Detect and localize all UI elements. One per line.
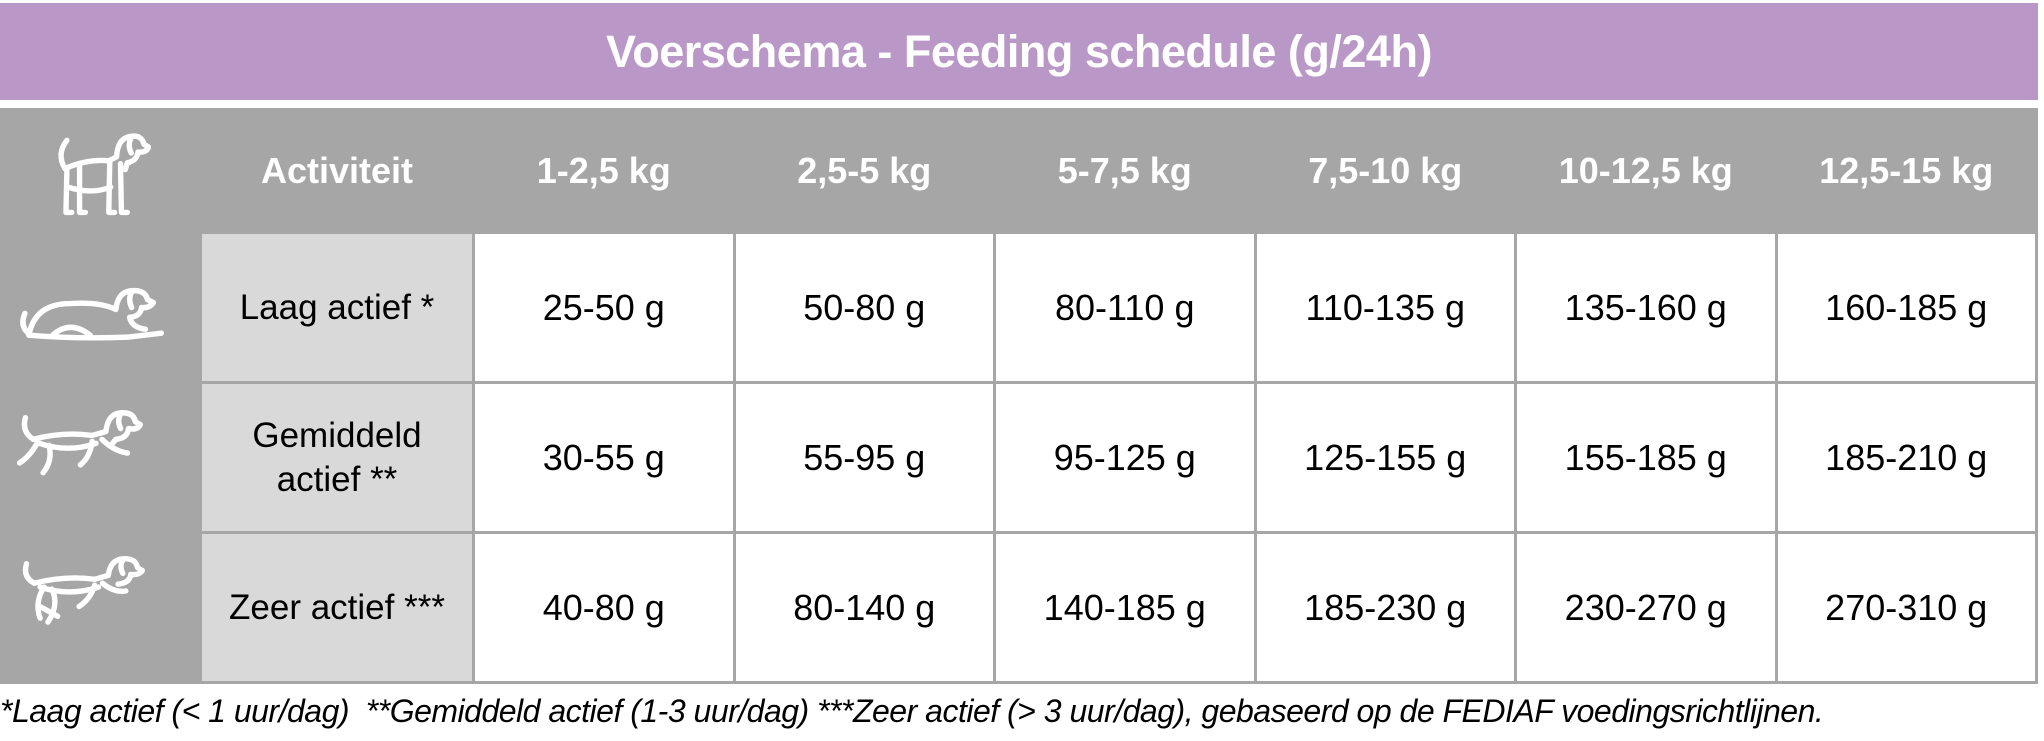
value-cell: 135-160 g (1517, 234, 1775, 381)
value-cell: 80-110 g (996, 234, 1254, 381)
value-cell: 270-310 g (1777, 534, 2035, 681)
value-cell: 30-55 g (475, 384, 733, 531)
lying-dog-icon (20, 287, 164, 341)
feeding-schedule-table: Activiteit 1-2,5 kg 2,5-5 kg 5-7,5 kg 7,… (0, 108, 2038, 684)
weight-header-3: 5-7,5 kg (996, 111, 1254, 231)
weight-header-1: 1-2,5 kg (475, 111, 733, 231)
activity-label: Zeer actief *** (202, 534, 472, 681)
title-bar: Voerschema - Feeding schedule (g/24h) (0, 3, 2038, 100)
value-cell: 125-155 g (1256, 384, 1514, 531)
value-cell: 155-185 g (1517, 384, 1775, 531)
value-cell: 160-185 g (1777, 234, 2035, 381)
value-cell: 185-230 g (1256, 534, 1514, 681)
value-cell: 50-80 g (735, 234, 993, 381)
value-cell: 25-50 g (475, 234, 733, 381)
header-row: Activiteit 1-2,5 kg 2,5-5 kg 5-7,5 kg 7,… (3, 111, 2035, 231)
value-cell: 230-270 g (1517, 534, 1775, 681)
value-cell: 140-185 g (996, 534, 1254, 681)
row-dog-icon-cell (3, 234, 199, 381)
value-cell: 40-80 g (475, 534, 733, 681)
value-cell: 185-210 g (1777, 384, 2035, 531)
activity-column-header: Activiteit (202, 111, 472, 231)
header-dog-icon-cell (3, 111, 199, 231)
table-row-laag-actief: Laag actief * 25-50 g 50-80 g 80-110 g 1… (3, 234, 2035, 381)
weight-header-6: 12,5-15 kg (1777, 111, 2035, 231)
value-cell: 55-95 g (735, 384, 993, 531)
weight-header-4: 7,5-10 kg (1256, 111, 1514, 231)
page-title: Voerschema - Feeding schedule (g/24h) (606, 25, 1432, 77)
value-cell: 110-135 g (1256, 234, 1514, 381)
value-cell: 80-140 g (735, 534, 993, 681)
footnote: *Laag actief (< 1 uur/dag) **Gemiddeld a… (0, 693, 1824, 729)
row-dog-icon-cell (3, 384, 199, 531)
table-row-gemiddeld-actief: Gemiddeld actief ** 30-55 g 55-95 g 95-1… (3, 384, 2035, 531)
weight-header-2: 2,5-5 kg (735, 111, 993, 231)
activity-label: Laag actief * (202, 234, 472, 381)
activity-label: Gemiddeld actief ** (202, 384, 472, 531)
trotting-dog-icon (17, 409, 143, 475)
galloping-dog-icon (22, 555, 146, 625)
row-dog-icon-cell (3, 534, 199, 681)
weight-header-5: 10-12,5 kg (1517, 111, 1775, 231)
value-cell: 95-125 g (996, 384, 1254, 531)
standing-dog-icon (58, 133, 151, 216)
table-row-zeer-actief: Zeer actief *** 40-80 g 80-140 g 140-185… (3, 534, 2035, 681)
